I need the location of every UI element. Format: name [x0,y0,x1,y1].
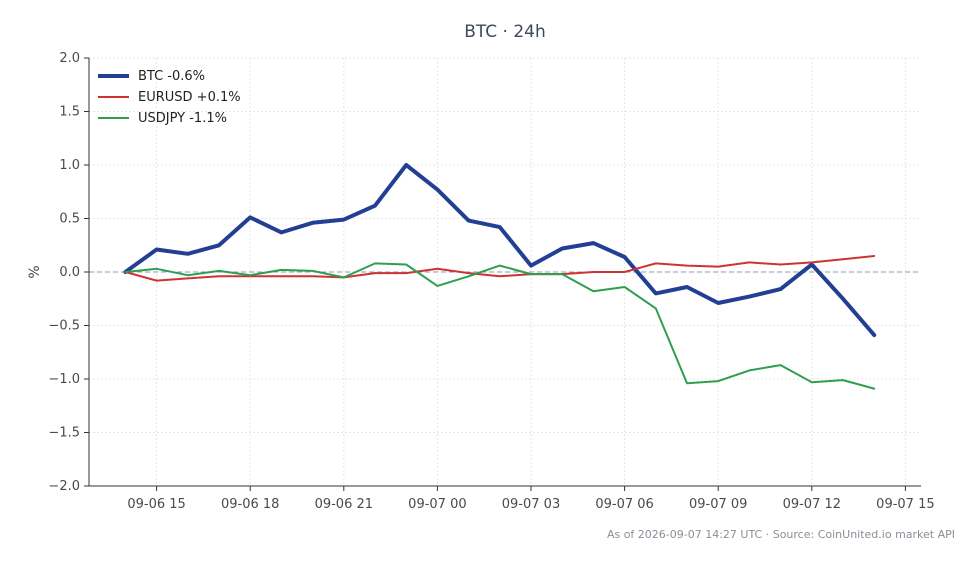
y-tick-label: −1.5 [48,426,80,441]
x-tick-label: 09-06 15 [127,497,185,512]
legend: BTC -0.6% EURUSD +0.1% USDJPY -1.1% [98,69,241,126]
legend-entry: BTC -0.6% [138,69,205,84]
y-tick-label: 1.5 [59,105,80,120]
legend-entry: USDJPY -1.1% [138,111,227,126]
axes [84,57,921,491]
x-tick-label: 09-07 03 [502,497,560,512]
series-line [124,255,876,282]
y-tick-label: −1.0 [48,372,80,387]
y-tick-labels: −2.0 −1.5 −1.0 −0.5 0.0 0.5 1.0 1.5 2.0 [48,51,80,494]
x-tick-label: 09-06 21 [315,497,373,512]
series-line [123,163,877,338]
x-tick-label: 09-07 06 [595,497,653,512]
y-tick-label: 2.0 [59,51,80,66]
x-tick-label: 09-07 00 [408,497,466,512]
x-tick-label: 09-06 18 [221,497,279,512]
y-tick-label: 0.0 [59,265,80,280]
x-tick-label: 09-07 15 [876,497,934,512]
source-footer: As of 2026-09-07 14:27 UTC · Source: Coi… [607,528,955,541]
series-line [124,262,876,390]
x-tick-label: 09-07 09 [689,497,747,512]
legend-entry: EURUSD +0.1% [138,90,241,105]
x-tick-label: 09-07 12 [783,497,841,512]
x-tick-labels: 09-06 15 09-06 18 09-06 21 09-07 00 09-07 03… [127,497,934,512]
y-tick-label: −2.0 [48,479,80,494]
y-axis-label: % [27,265,43,278]
y-tick-label: 0.5 [59,212,80,227]
chart-title: BTC · 24h [464,22,546,42]
gridlines [89,57,921,487]
y-tick-label: −0.5 [48,319,80,334]
series-lines [123,163,877,390]
y-tick-label: 1.0 [59,158,80,173]
